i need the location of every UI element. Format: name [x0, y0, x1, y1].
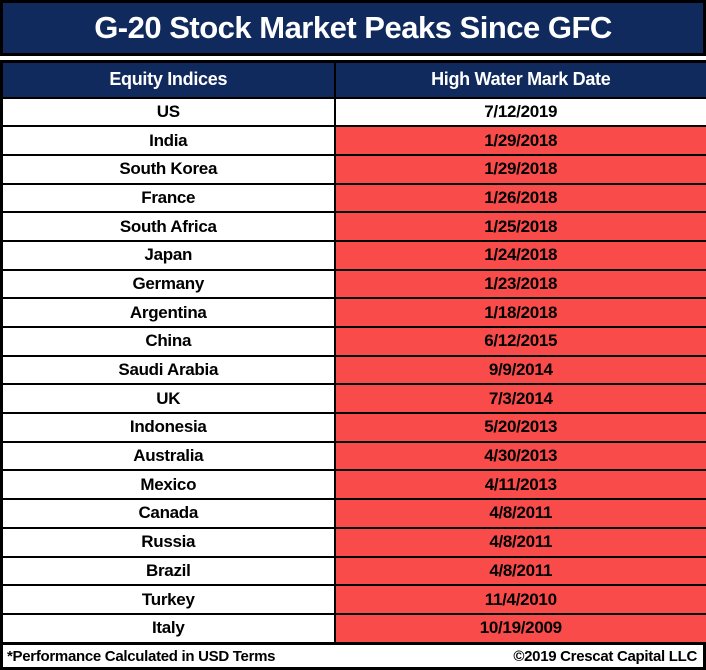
date-cell: 1/18/2018	[333, 297, 706, 328]
country-cell: South Korea	[0, 153, 336, 185]
date-cell: 11/4/2010	[333, 584, 706, 615]
date-cell: 1/24/2018	[333, 239, 706, 271]
table-row: US 7/12/2019	[0, 96, 706, 128]
table-row: South Korea 1/29/2018	[0, 153, 706, 185]
table-row: Australia 4/30/2013	[0, 440, 706, 472]
country-cell: Germany	[0, 268, 336, 300]
title-banner: G-20 Stock Market Peaks Since GFC	[0, 0, 706, 56]
country-cell: South Africa	[0, 211, 336, 242]
date-cell: 4/8/2011	[333, 498, 706, 529]
table-row: Italy 10/19/2009	[0, 612, 706, 645]
header-row: Equity Indices High Water Mark Date	[0, 60, 706, 99]
date-cell: 1/29/2018	[333, 125, 706, 156]
date-cell: 1/29/2018	[333, 153, 706, 185]
date-cell: 4/8/2011	[333, 526, 706, 558]
table-row: Germany 1/23/2018	[0, 268, 706, 300]
table-row: Indonesia 5/20/2013	[0, 412, 706, 443]
country-cell: Indonesia	[0, 412, 336, 443]
country-cell: US	[0, 96, 336, 128]
date-cell: 6/12/2015	[333, 326, 706, 357]
country-cell: Turkey	[0, 584, 336, 615]
country-cell: China	[0, 326, 336, 357]
country-cell: Argentina	[0, 297, 336, 328]
date-cell: 4/11/2013	[333, 469, 706, 501]
table-row: Russia 4/8/2011	[0, 526, 706, 558]
table-row: South Africa 1/25/2018	[0, 211, 706, 242]
date-cell: 1/25/2018	[333, 211, 706, 242]
country-cell: India	[0, 125, 336, 156]
date-cell: 10/19/2009	[333, 612, 706, 645]
table-row: Turkey 11/4/2010	[0, 584, 706, 615]
date-cell: 1/26/2018	[333, 182, 706, 214]
table-row: Argentina 1/18/2018	[0, 297, 706, 328]
country-cell: UK	[0, 383, 336, 415]
date-cell: 7/3/2014	[333, 383, 706, 415]
country-cell: Japan	[0, 239, 336, 271]
table-row: India 1/29/2018	[0, 125, 706, 156]
table-row: China 6/12/2015	[0, 326, 706, 357]
date-cell: 1/23/2018	[333, 268, 706, 300]
copyright-text: ©2019 Crescat Capital LLC	[513, 647, 697, 665]
table-row: Mexico 4/11/2013	[0, 469, 706, 501]
footer-bar: *Performance Calculated in USD Terms ©20…	[0, 645, 706, 670]
country-cell: Australia	[0, 440, 336, 472]
table-row: Canada 4/8/2011	[0, 498, 706, 529]
table-row: UK 7/3/2014	[0, 383, 706, 415]
date-cell: 4/30/2013	[333, 440, 706, 472]
performance-footnote: *Performance Calculated in USD Terms	[7, 647, 276, 665]
country-cell: Saudi Arabia	[0, 354, 336, 386]
table-row: Brazil 4/8/2011	[0, 555, 706, 587]
table-row: France 1/26/2018	[0, 182, 706, 214]
country-cell: Mexico	[0, 469, 336, 501]
country-cell: Brazil	[0, 555, 336, 587]
date-cell: 7/12/2019	[333, 96, 706, 128]
country-cell: Canada	[0, 498, 336, 529]
country-cell: France	[0, 182, 336, 214]
table-row: Saudi Arabia 9/9/2014	[0, 354, 706, 386]
date-cell: 4/8/2011	[333, 555, 706, 587]
country-cell: Italy	[0, 612, 336, 645]
table-row: Japan 1/24/2018	[0, 239, 706, 271]
country-cell: Russia	[0, 526, 336, 558]
column-header-high-water-mark-date: High Water Mark Date	[333, 60, 706, 99]
date-cell: 9/9/2014	[333, 354, 706, 386]
date-cell: 5/20/2013	[333, 412, 706, 443]
peaks-table: Equity Indices High Water Mark Date US 7…	[0, 60, 706, 645]
column-header-equity-indices: Equity Indices	[0, 60, 336, 99]
page-title: G-20 Stock Market Peaks Since GFC	[94, 10, 612, 45]
